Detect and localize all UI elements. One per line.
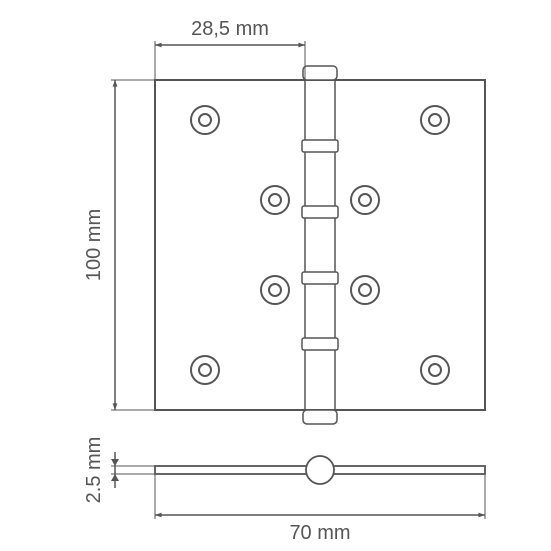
dim-height: 100 mm — [83, 209, 105, 281]
dim-width: 70 mm — [289, 522, 350, 544]
dim-thickness: 2.5 mm — [83, 437, 105, 504]
hinge-diagram: 28,5 mm 100 mm 2.5 mm 70 mm — [0, 0, 551, 551]
dim-leaf-width: 28,5 mm — [191, 18, 269, 40]
